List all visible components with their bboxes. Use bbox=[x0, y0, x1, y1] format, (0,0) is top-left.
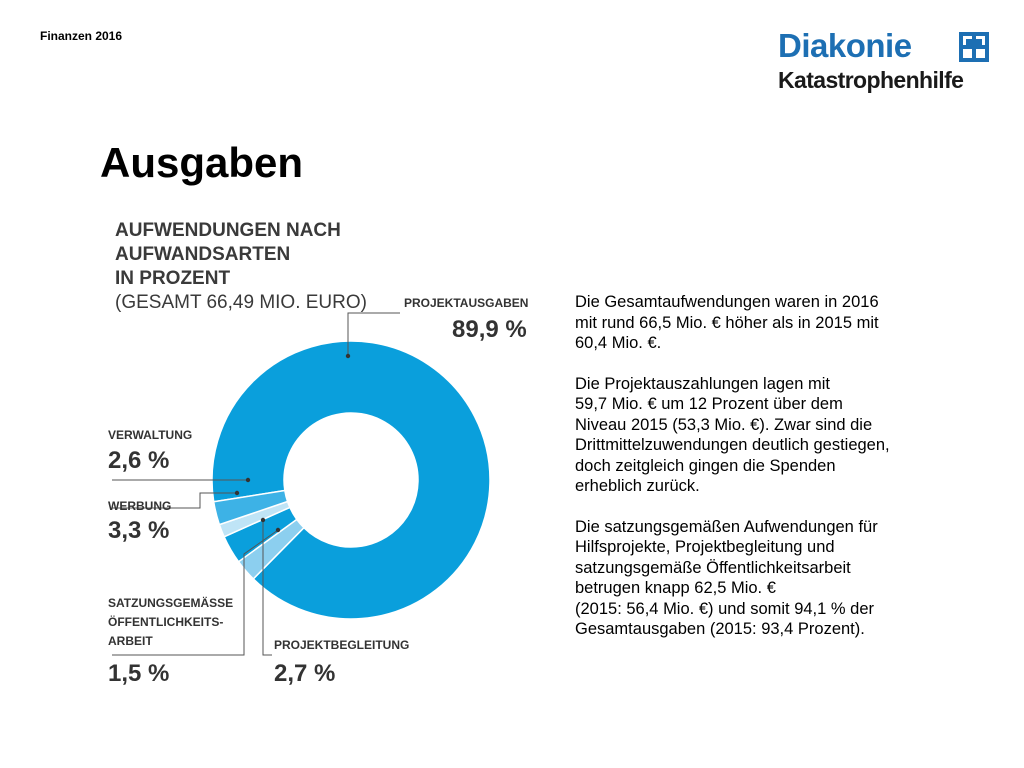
diakonie-logo: Diakonie Katastrophenhilfe bbox=[778, 28, 992, 98]
page-title: Ausgaben bbox=[100, 139, 304, 186]
logo-wordmark-line1: Diakonie bbox=[778, 27, 912, 64]
value-projektausgaben: 89,9 % bbox=[452, 316, 527, 343]
leader-line-projektausgaben bbox=[347, 312, 400, 356]
slice-projektausgaben bbox=[211, 340, 491, 620]
paragraph-satzungsgemaesse-aufwendungen: Die satzungsgemäßen Aufwendungen für Hil… bbox=[575, 517, 878, 639]
chart-title-line2: IN PROZENT bbox=[115, 268, 231, 289]
marker-dot-werbung bbox=[234, 490, 240, 496]
label-werbung: WERBUNG bbox=[108, 499, 172, 513]
slice-projektbegleitung bbox=[212, 489, 289, 526]
value-werbung: 3,3 % bbox=[108, 517, 170, 544]
marker-dot-verwaltung bbox=[245, 477, 251, 483]
label-satzungsgemaesse-line3: ARBEIT bbox=[108, 634, 153, 648]
chart-subtitle: (GESAMT 66,49 MIO. EURO) bbox=[115, 292, 367, 313]
label-satzungsgemaesse-line2: ÖFFENTLICHKEITS- bbox=[108, 615, 224, 629]
paragraph-gesamtaufwendungen: Die Gesamtaufwendungen waren in 2016 mit… bbox=[575, 293, 879, 352]
marker-dot-projektausgaben bbox=[345, 353, 351, 359]
leader-line-werbung bbox=[112, 492, 237, 509]
section-label: Finanzen 2016 bbox=[40, 29, 123, 43]
label-verwaltung: VERWALTUNG bbox=[108, 428, 193, 442]
body-text: Die Gesamtaufwendungen waren in 2016 mit… bbox=[575, 292, 975, 660]
paragraph-projektauszahlungen: Die Projektauszahlungen lagen mit 59,7 M… bbox=[575, 374, 890, 496]
marker-dot-projektbegleitung bbox=[260, 517, 266, 523]
chart-title: AUFWENDUNGEN NACH AUFWANDSARTEN IN PROZE… bbox=[115, 219, 495, 315]
label-projektausgaben: PROJEKTAUSGABEN bbox=[404, 296, 529, 310]
logo-wordmark-line2: Katastrophenhilfe bbox=[778, 67, 964, 93]
value-projektbegleitung: 2,7 % bbox=[274, 660, 336, 687]
leader-line-projektbegleitung bbox=[262, 520, 272, 656]
diakonie-emblem-icon bbox=[959, 32, 989, 62]
label-satzungsgemaesse-line1: SATZUNGSGEMÄSSE bbox=[108, 596, 234, 610]
value-satzungsgemaesse: 1,5 % bbox=[108, 660, 170, 687]
marker-dot-satzungsgemaesse bbox=[275, 527, 281, 533]
value-verwaltung: 2,6 % bbox=[108, 447, 170, 474]
label-projektbegleitung: PROJEKTBEGLEITUNG bbox=[274, 638, 410, 652]
leader-line-satzungsgemaesse bbox=[112, 529, 279, 656]
chart-title-line1: AUFWENDUNGEN NACH AUFWANDSARTEN bbox=[115, 220, 341, 265]
